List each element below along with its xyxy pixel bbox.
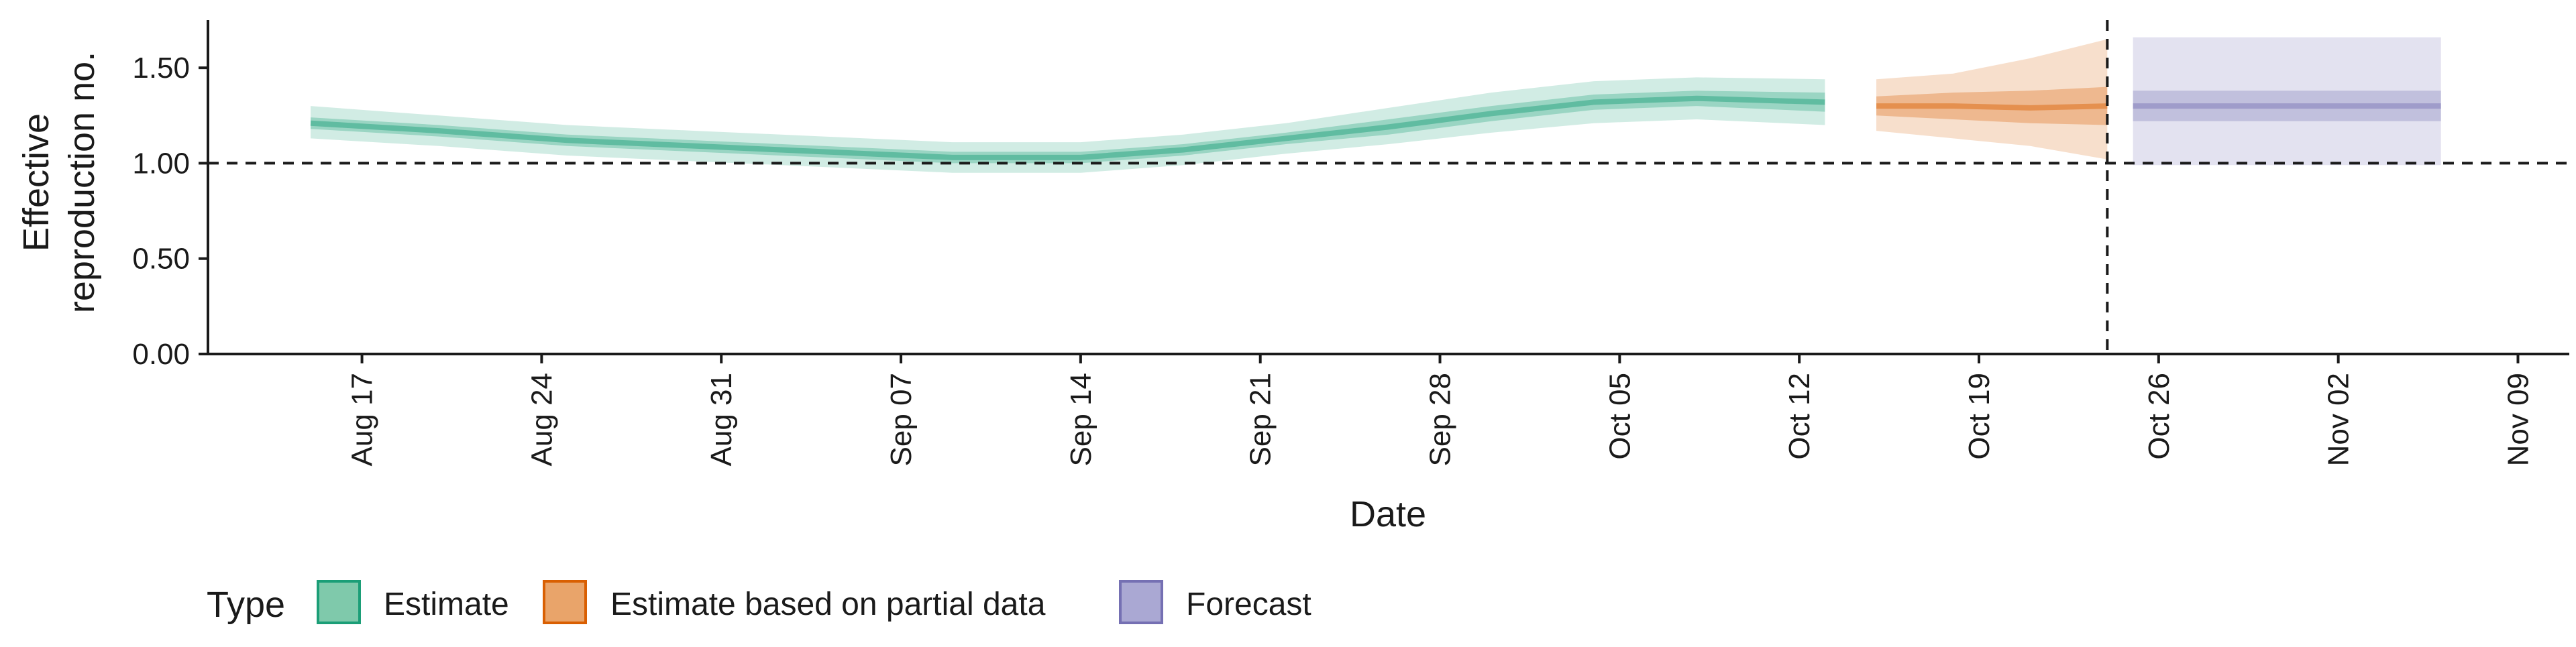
legend-key-estimate (317, 580, 361, 624)
legend-item-partial: Estimate based on partial data (543, 580, 1046, 624)
x-tick-label: Oct 12 (1783, 373, 1816, 460)
legend-label-forecast: Forecast (1186, 587, 1311, 622)
band-50-forecast (2133, 91, 2441, 121)
y-axis-title-line-1: Effective (16, 113, 56, 251)
y-tick-label: 1.50 (132, 52, 190, 84)
band-50-estimate (311, 91, 1825, 164)
band-50-estimate-based-on-partial-data (1876, 86, 2108, 125)
x-tick-label: Oct 05 (1603, 373, 1636, 460)
x-tick-label: Sep 21 (1244, 373, 1277, 466)
x-tick-label: Nov 09 (2502, 373, 2535, 466)
band-90-forecast (2133, 37, 2441, 166)
legend-label-partial: Estimate based on partial data (610, 587, 1046, 622)
x-tick-label: Aug 31 (705, 373, 738, 466)
legend-item-forecast: Forecast (1119, 580, 1311, 624)
legend: Type Estimate Estimate based on partial … (207, 580, 1311, 625)
x-tick-label: Sep 28 (1424, 373, 1457, 466)
x-axis-title: Date (1350, 494, 1426, 534)
bands-layer (310, 37, 2441, 173)
y-tick-label: 0.50 (132, 243, 190, 276)
legend-key-forecast (1119, 580, 1163, 624)
x-tick-label: Nov 02 (2322, 373, 2355, 466)
y-tick-label: 1.00 (132, 147, 190, 180)
y-tick-label: 0.00 (132, 338, 190, 371)
x-tick-label: Aug 24 (525, 373, 558, 466)
x-tick-label: Sep 07 (885, 373, 918, 466)
y-ticks-layer: 0.00 0.50 1.00 1.50 (132, 52, 208, 371)
legend-title: Type (207, 585, 285, 625)
x-tick-label: Aug 17 (346, 373, 379, 466)
x-tick-label: Oct 26 (2143, 373, 2176, 460)
band-90-estimate (311, 77, 1825, 173)
legend-key-partial (543, 580, 587, 624)
median-line-estimate (310, 95, 1825, 160)
legend-item-estimate: Estimate (317, 580, 509, 624)
axes-layer (207, 20, 2569, 355)
x-ticks-layer: Aug 17 Aug 24 Aug 31 Sep 07 Sep 14 Sep 21 Sep … (346, 354, 2535, 466)
band-90-estimate-based-on-partial-data (1876, 39, 2108, 160)
legend-label-estimate: Estimate (384, 587, 509, 622)
median-line-estimate-based-on-partial-data (1876, 103, 2108, 111)
x-tick-label: Oct 19 (1963, 373, 1996, 460)
x-tick-label: Sep 14 (1065, 373, 1097, 466)
y-axis-title-line-2: reproduction no. (62, 52, 102, 313)
